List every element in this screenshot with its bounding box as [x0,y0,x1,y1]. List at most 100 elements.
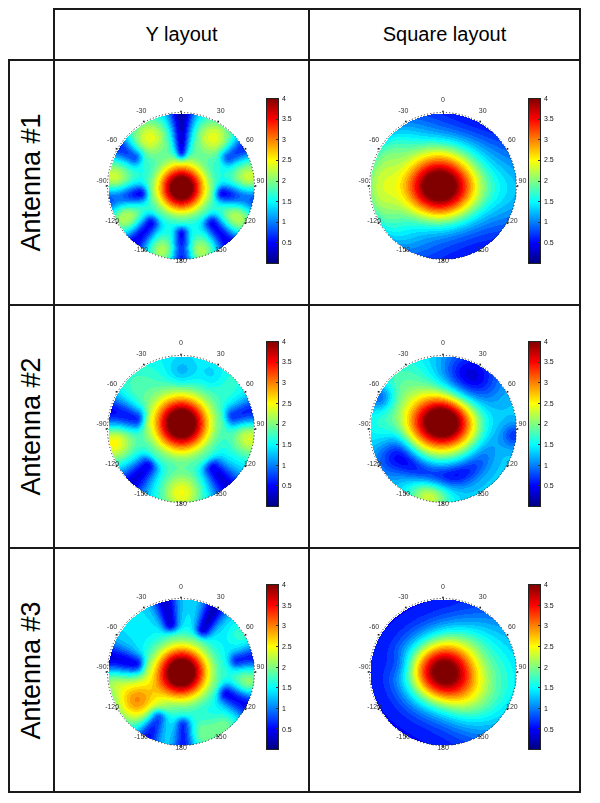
angle-tick-label: 120 [506,703,518,710]
angle-tick-label: 0 [179,582,183,589]
angle-tick-label: 180 [175,257,187,264]
colorbar-tick-label: 3.5 [544,115,554,122]
colorbar-tick-label: 3.5 [544,358,554,365]
angle-tick-label: 60 [508,136,516,143]
angle-tick-label: 30 [217,593,225,600]
angle-tick-label: -90 [96,176,106,183]
angle-tick-label: 90 [257,663,265,670]
angle-tick-label: 180 [437,500,449,507]
angle-tick-label: -120 [367,460,381,467]
angle-tick-label: 60 [508,379,516,386]
angle-tick-label: 60 [246,379,254,386]
angle-tick-label: 120 [506,216,518,223]
angle-tick-label: 90 [519,176,527,183]
angle-tick-label: 90 [257,419,265,426]
colorbar: 43.532.521.510.5 [528,341,566,517]
angle-tick-label: -150 [134,246,148,253]
polar-heatmap-antenna3-y: 0306090120150180-150-120-90-60-30 [71,572,291,772]
angle-tick-label: -60 [369,622,379,629]
row-header-antenna-1: Antenna #1 [10,61,53,304]
colorbar-tick-label: 1 [282,218,286,225]
colorbar-tick-label: 3.5 [544,602,554,609]
colorbar-gradient [528,341,541,507]
colorbar-tick-label: 1.5 [282,684,292,691]
colorbar-tick-label: 2.5 [282,156,292,163]
colorbar-tick-label: 2 [544,177,548,184]
colorbar: 43.532.521.510.5 [266,341,304,517]
angle-tick-label: -120 [105,460,119,467]
angle-tick-label: -60 [369,136,379,143]
colorbar-tick-label: 3 [282,136,286,143]
angle-tick-label: 180 [175,743,187,750]
polar-heatmap-canvas [358,344,528,514]
angle-tick-label: -150 [134,489,148,496]
angle-tick-label: -150 [396,246,410,253]
polar-heatmap-antenna1-y: 0306090120150180-150-120-90-60-30 [71,86,291,286]
colorbar-gradient [528,584,541,750]
colorbar-gradient [266,341,279,507]
angle-tick-label: -60 [107,136,117,143]
polar-heatmap-canvas [358,101,528,271]
angle-tick-label: -30 [136,350,146,357]
colorbar-tick-label: 1 [544,462,548,469]
colorbar-tick-label: 2.5 [544,400,554,407]
angle-tick-label: -60 [107,379,117,386]
polar-heatmap-canvas [96,344,266,514]
colorbar-tick-label: 2 [544,664,548,671]
row-header-antenna-3: Antenna #3 [10,549,53,791]
angle-tick-label: -90 [358,663,368,670]
angle-tick-label: -30 [398,106,408,113]
polar-heatmap-canvas [358,587,528,757]
colorbar-tick-label: 2.5 [282,400,292,407]
polar-heatmap-antenna3-square: 0306090120150180-150-120-90-60-30 [333,572,553,772]
angle-tick-label: -90 [358,176,368,183]
colorbar-gradient [528,98,541,264]
colorbar-tick-label: 2 [544,420,548,427]
angle-tick-label: -30 [398,350,408,357]
colorbar-tick-label: 1.5 [282,441,292,448]
row-header-antenna-2-text: Antenna #2 [16,357,47,495]
border-header-bottom [8,59,581,61]
angle-tick-label: 0 [179,339,183,346]
angle-tick-label: 180 [175,500,187,507]
angle-tick-label: -120 [105,703,119,710]
colorbar-tick-label: 0.5 [544,482,554,489]
angle-tick-label: 120 [244,216,256,223]
angle-tick-label: -30 [136,106,146,113]
colorbar-tick-label: 0.5 [282,482,292,489]
column-header-y-layout-text: Y layout [146,23,218,46]
row-header-antenna-2: Antenna #2 [10,306,53,547]
row-header-antenna-1-text: Antenna #1 [16,113,47,251]
column-header-y-layout: Y layout [55,10,308,59]
angle-tick-label: 150 [477,732,489,739]
angle-tick-label: 180 [437,257,449,264]
colorbar-tick-label: 3.5 [282,115,292,122]
angle-tick-label: 60 [508,622,516,629]
angle-tick-label: 90 [519,663,527,670]
colorbar-tick-label: 4 [544,338,548,345]
colorbar: 43.532.521.510.5 [528,584,566,760]
colorbar-tick-label: 3 [282,622,286,629]
angle-tick-label: -150 [396,732,410,739]
colorbar-tick-label: 1.5 [544,684,554,691]
colorbar-tick-label: 2 [282,420,286,427]
angle-tick-label: 150 [215,489,227,496]
angle-tick-label: 150 [477,246,489,253]
colorbar-tick-label: 4 [544,581,548,588]
angle-tick-label: 30 [479,106,487,113]
colorbar-tick-label: 1.5 [544,198,554,205]
angle-tick-label: -30 [398,593,408,600]
colorbar: 43.532.521.510.5 [528,98,566,274]
colorbar-tick-label: 0.5 [282,239,292,246]
angle-tick-label: -60 [369,379,379,386]
angle-tick-label: 120 [244,460,256,467]
angle-tick-label: 0 [441,96,445,103]
angle-tick-label: -30 [136,593,146,600]
angle-tick-label: 120 [244,703,256,710]
polar-heatmap-canvas [96,587,266,757]
angle-tick-label: 150 [215,732,227,739]
angle-tick-label: 0 [179,96,183,103]
angle-tick-label: 180 [437,743,449,750]
colorbar-tick-label: 1 [544,218,548,225]
colorbar-tick-label: 0.5 [544,239,554,246]
